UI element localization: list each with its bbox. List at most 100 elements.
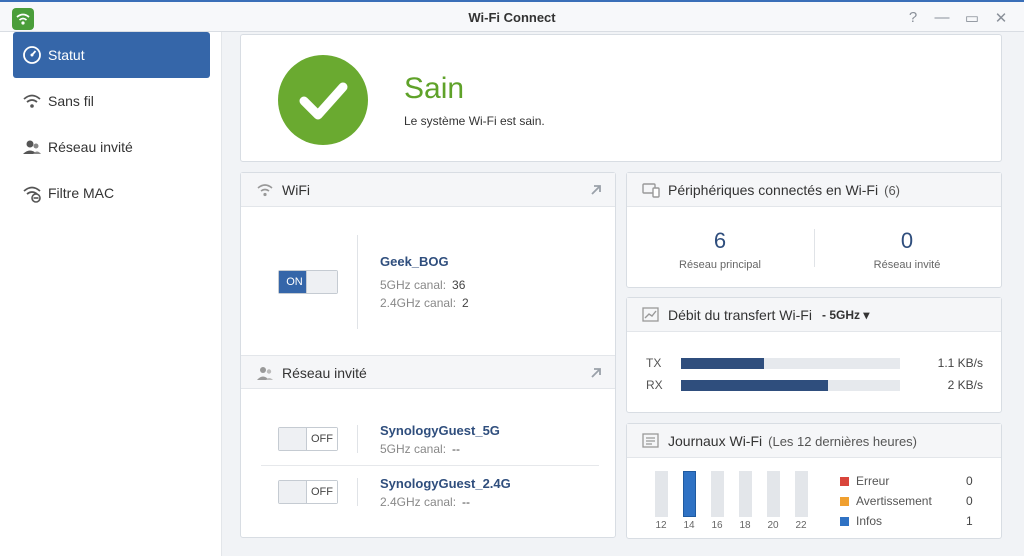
sidebar-item-label: Réseau invité: [48, 139, 133, 155]
divider: [357, 478, 358, 506]
toggle-knob: [279, 428, 310, 450]
logs-card: Journaux Wi-Fi (Les 12 dernières heures) …: [626, 423, 1002, 539]
help-icon[interactable]: ?: [908, 9, 918, 26]
log-bar: [655, 471, 668, 517]
legend-count: 0: [966, 494, 973, 508]
health-check-icon: [278, 55, 368, 145]
devices-title-text: Périphériques connectés en Wi-Fi: [668, 182, 879, 198]
guest-section-header: Réseau invité: [241, 355, 615, 389]
logs-card-title: Journaux Wi-Fi (Les 12 dernières heures): [668, 433, 917, 449]
channel-label: 5GHz canal:: [380, 278, 447, 292]
speedometer-icon: [22, 45, 42, 65]
channel-label: 2.4GHz canal:: [380, 495, 457, 509]
legend-swatch: [840, 497, 849, 506]
guest-24g-ssid: SynologyGuest_2.4G: [380, 476, 511, 491]
throughput-card-title: Débit du transfert Wi-Fi: [668, 307, 812, 323]
sidebar-item-statut[interactable]: Statut: [13, 32, 210, 78]
log-bar: [683, 471, 696, 517]
toggle-knob: [306, 271, 337, 293]
devices-card: Périphériques connectés en Wi-Fi (6) 6 Ré…: [626, 172, 1002, 288]
legend-name: Avertissement: [856, 494, 932, 508]
tx-label: TX: [646, 356, 662, 370]
log-bar: [711, 471, 724, 517]
toggle-knob: [279, 481, 310, 503]
log-bar: [767, 471, 780, 517]
toggle-on-label: ON: [279, 271, 310, 293]
devices-icon: [642, 182, 660, 198]
log-tick-label: 20: [767, 520, 779, 531]
band-value: - 5GHz: [822, 308, 861, 322]
wifi-connect-app-icon: [12, 8, 34, 30]
guest-section-title: Réseau invité: [282, 365, 367, 381]
throughput-title-text: Débit du transfert Wi-Fi: [668, 307, 812, 323]
throughput-card-header: Débit du transfert Wi-Fi - 5GHz ▾: [627, 298, 1001, 332]
tx-value: 1.1 KB/s: [937, 356, 983, 370]
rx-label: RX: [646, 378, 663, 392]
logs-card-header: Journaux Wi-Fi (Les 12 dernières heures): [627, 424, 1001, 458]
guest-users-icon: [22, 137, 42, 157]
guest-5g-ssid: SynologyGuest_5G: [380, 423, 500, 438]
sidebar-item-sans-fil[interactable]: Sans fil: [13, 78, 210, 124]
channel-value: 2: [462, 296, 469, 310]
log-tick-label: 22: [795, 520, 807, 531]
divider: [357, 425, 358, 453]
maximize-icon[interactable]: ▭: [964, 10, 980, 27]
health-status-title: Sain: [404, 72, 465, 105]
legend-name: Infos: [856, 514, 883, 528]
wifi-toggle[interactable]: ON: [278, 270, 338, 294]
rx-bar-track: [681, 380, 900, 391]
guest-5g-toggle[interactable]: OFF: [278, 427, 338, 451]
sidebar-item-label: Statut: [48, 47, 85, 63]
log-tick-label: 16: [711, 520, 723, 531]
sidebar-item-label: Sans fil: [48, 93, 94, 109]
log-tick-label: 14: [683, 520, 695, 531]
wifi-ssid: Geek_BOG: [380, 254, 449, 269]
main-network-count: 6: [713, 228, 727, 253]
main-network-label: Réseau principal: [679, 259, 761, 271]
logs-subtitle: (Les 12 dernières heures): [768, 434, 917, 449]
health-card: Sain Le système Wi-Fi est sain.: [240, 34, 1002, 162]
guest-network-count: 0: [900, 228, 914, 253]
guest-network-label: Réseau invité: [873, 259, 941, 271]
log-list-icon: [642, 433, 660, 449]
toggle-off-label: OFF: [306, 428, 337, 450]
open-link-icon[interactable]: [589, 366, 603, 380]
sidebar-item-reseau-invite[interactable]: Réseau invité: [13, 124, 210, 170]
legend-count: 1: [966, 514, 973, 528]
minimize-icon[interactable]: —: [934, 9, 950, 26]
throughput-card: Débit du transfert Wi-Fi - 5GHz ▾ TX 1.1…: [626, 297, 1002, 413]
wifi-icon: [22, 91, 42, 111]
rx-bar-fill: [681, 380, 828, 391]
chevron-down-icon: ▾: [863, 308, 870, 322]
legend-swatch: [840, 477, 849, 486]
sidebar: Statut Sans fil Réseau invité Filtre MAC: [0, 32, 222, 556]
tx-bar-fill: [681, 358, 765, 369]
sidebar-item-filtre-mac[interactable]: Filtre MAC: [13, 170, 210, 216]
channel-value: 36: [452, 278, 466, 292]
channel-label: 5GHz canal:: [380, 442, 447, 456]
toggle-off-label: OFF: [306, 481, 337, 503]
wifi-icon: [256, 182, 274, 198]
close-icon[interactable]: ✕: [994, 10, 1008, 27]
channel-value: --: [462, 495, 471, 509]
guest-24g-channel: 2.4GHz canal: --: [380, 495, 470, 509]
tx-bar-track: [681, 358, 900, 369]
wifi-5ghz-channel: 5GHz canal: 36: [380, 278, 465, 292]
channel-value: --: [452, 442, 461, 456]
band-selector[interactable]: - 5GHz ▾: [822, 308, 869, 322]
chart-line-icon: [642, 307, 660, 323]
devices-count: (6): [884, 183, 900, 198]
legend-swatch: [840, 517, 849, 526]
wifi-24ghz-channel: 2.4GHz canal: 2: [380, 296, 469, 310]
main-content: Sain Le système Wi-Fi est sain. WiFi ON …: [222, 32, 1024, 556]
row-divider: [261, 465, 599, 466]
divider: [357, 235, 358, 329]
open-link-icon[interactable]: [589, 183, 603, 197]
guest-24g-toggle[interactable]: OFF: [278, 480, 338, 504]
wifi-filter-icon: [22, 183, 42, 203]
health-status-subtitle: Le système Wi-Fi est sain.: [404, 114, 545, 128]
guest-5g-channel: 5GHz canal: --: [380, 442, 460, 456]
channel-label: 2.4GHz canal:: [380, 296, 457, 310]
divider: [814, 229, 815, 267]
legend-name: Erreur: [856, 474, 890, 488]
